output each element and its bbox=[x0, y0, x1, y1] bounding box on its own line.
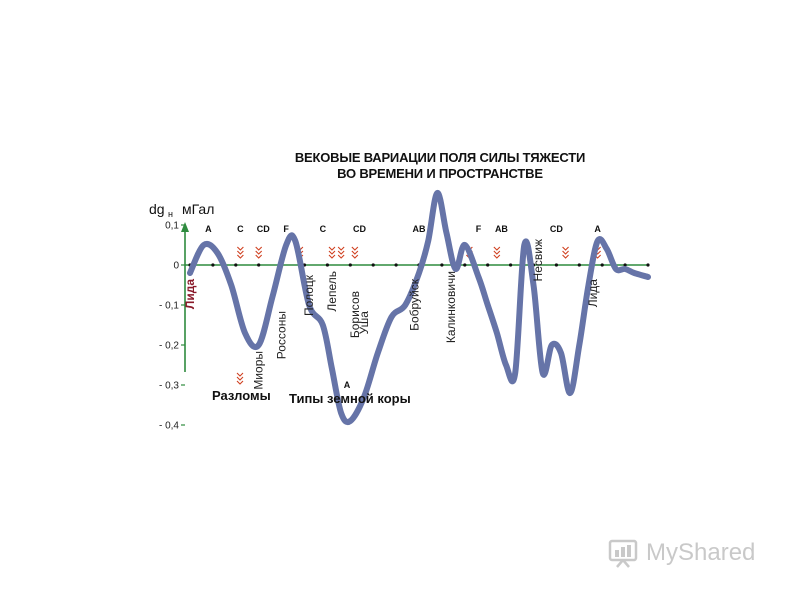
x-axis-dot bbox=[623, 263, 627, 267]
chart-subtitle: ВО ВРЕМЕНИ И ПРОСТРАНСТВЕ bbox=[337, 166, 543, 181]
legend-crust-symbol: A bbox=[344, 380, 351, 390]
fault-zigzag bbox=[351, 254, 359, 259]
crust-type-label: A bbox=[205, 224, 212, 234]
fault-zigzag bbox=[236, 372, 244, 377]
city-label: Лида bbox=[586, 279, 600, 308]
fault-marker bbox=[328, 246, 336, 259]
fault-marker bbox=[255, 246, 263, 259]
fault-zigzag bbox=[493, 254, 501, 259]
crust-type-label: F bbox=[283, 224, 289, 234]
fault-zigzag bbox=[328, 254, 336, 259]
crust-type-label: C bbox=[320, 224, 327, 234]
watermark: MyShared bbox=[608, 538, 755, 568]
x-axis-dot bbox=[325, 263, 329, 267]
crust-type-label: CD bbox=[353, 224, 366, 234]
y-tick-label: 0,1 bbox=[165, 221, 179, 232]
city-label: Несвиж bbox=[531, 239, 545, 281]
fault-zigzag bbox=[236, 376, 244, 381]
x-axis-dot bbox=[234, 263, 238, 267]
city-label: Россоны bbox=[275, 311, 289, 359]
fault-marker bbox=[236, 246, 244, 259]
fault-marker bbox=[493, 246, 501, 259]
axes: 0,1 0 - 0,1 - 0,2 - 0,3 - 0,4 bbox=[159, 221, 650, 432]
y-axis-label: dg bbox=[149, 201, 165, 217]
fault-marker bbox=[562, 246, 569, 259]
city-label: Лепель bbox=[325, 271, 339, 312]
fault-zigzag bbox=[236, 250, 244, 255]
y-axis-label-subscript: н bbox=[168, 209, 173, 219]
fault-zigzag bbox=[328, 246, 336, 251]
fault-zigzag bbox=[493, 250, 501, 255]
fault-zigzag bbox=[255, 246, 263, 251]
legend-crust-label: Типы земной коры bbox=[289, 391, 411, 406]
y-axis-unit: мГал bbox=[182, 201, 214, 217]
fault-marker bbox=[337, 246, 345, 259]
fault-zigzag bbox=[562, 250, 569, 255]
city-label: Уша bbox=[357, 311, 371, 335]
y-tick-label: - 0,3 bbox=[159, 381, 179, 392]
myshared-logo-icon bbox=[608, 539, 638, 568]
crust-type-label: A bbox=[594, 224, 601, 234]
fault-zigzag bbox=[351, 246, 359, 251]
fault-marker bbox=[236, 372, 244, 385]
y-tick-label: - 0,4 bbox=[159, 421, 179, 432]
chart-title: ВЕКОВЫЕ ВАРИАЦИИ ПОЛЯ СИЛЫ ТЯЖЕСТИ bbox=[294, 150, 586, 165]
x-axis-dot bbox=[646, 263, 650, 267]
fault-zigzag bbox=[493, 246, 501, 251]
fault-zigzag bbox=[337, 254, 345, 259]
x-axis-dot bbox=[486, 263, 490, 267]
y-axis-arrow bbox=[181, 222, 189, 232]
x-axis-dot bbox=[348, 263, 352, 267]
city-label: Полоцк bbox=[302, 274, 316, 316]
fault-marker bbox=[351, 246, 359, 259]
x-axis-dot bbox=[257, 263, 261, 267]
x-axis-dot bbox=[440, 263, 444, 267]
y-tick-label: 0 bbox=[173, 261, 179, 272]
crust-type-label: CD bbox=[550, 224, 563, 234]
city-label: Лида bbox=[183, 279, 197, 309]
watermark-text: MyShared bbox=[646, 539, 756, 566]
fault-zigzag bbox=[351, 250, 359, 255]
crust-type-label: C bbox=[237, 224, 244, 234]
y-tick-label: - 0,2 bbox=[159, 341, 179, 352]
fault-zigzag bbox=[337, 246, 345, 251]
crust-type-label: AB bbox=[413, 224, 426, 234]
fault-zigzag bbox=[236, 254, 244, 259]
x-axis-dot bbox=[371, 263, 375, 267]
crust-type-label: CD bbox=[257, 224, 270, 234]
fault-zigzag bbox=[236, 380, 244, 385]
city-label: Бобруйск bbox=[407, 278, 421, 331]
fault-zigzag bbox=[255, 250, 263, 255]
x-axis-dot bbox=[211, 263, 215, 267]
series-line bbox=[187, 189, 651, 426]
x-axis-dot bbox=[577, 263, 581, 267]
city-label: Калинковичи bbox=[444, 271, 458, 343]
city-label: Миоры bbox=[252, 351, 266, 390]
x-axis-dot bbox=[509, 263, 513, 267]
crust-type-label: AB bbox=[495, 224, 508, 234]
city-label: Борисов bbox=[348, 291, 362, 338]
legend-faults-label: Разломы bbox=[212, 388, 271, 403]
fault-zigzag bbox=[562, 246, 569, 251]
x-axis-dot bbox=[554, 263, 559, 267]
x-axis-dot bbox=[600, 263, 604, 267]
fault-zigzag bbox=[255, 254, 263, 259]
fault-zigzag bbox=[562, 254, 569, 259]
fault-zigzag bbox=[236, 246, 244, 251]
x-axis-dot bbox=[394, 263, 398, 267]
fault-zigzag bbox=[337, 250, 345, 255]
fault-zigzag bbox=[328, 250, 336, 255]
y-tick-label: - 0,1 bbox=[159, 301, 179, 312]
x-axis-dot bbox=[463, 263, 467, 267]
crust-type-label: F bbox=[476, 224, 482, 234]
